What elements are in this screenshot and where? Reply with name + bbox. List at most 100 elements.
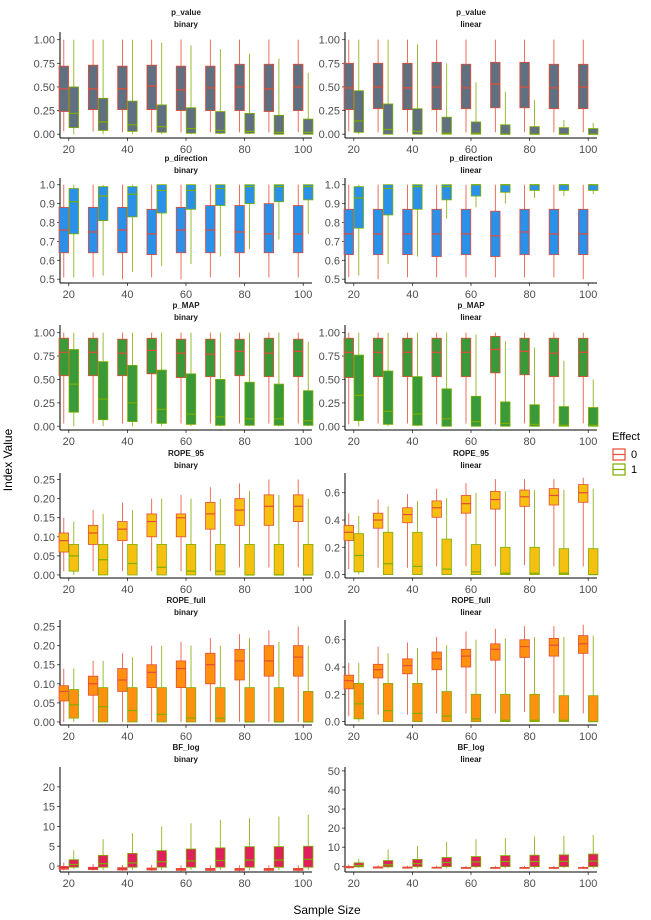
box-effect-1 bbox=[441, 63, 452, 135]
box-effect-0 bbox=[175, 39, 187, 133]
y-tick-label: 0.8 bbox=[325, 218, 340, 230]
legend-item-1: 1 bbox=[612, 463, 637, 476]
box-effect-1 bbox=[185, 332, 197, 427]
box-effect-0 bbox=[234, 184, 245, 278]
box-iqr bbox=[127, 852, 138, 868]
box-iqr bbox=[402, 507, 413, 524]
box-iqr bbox=[460, 495, 472, 514]
panel-index-title: BF_log bbox=[457, 743, 484, 752]
box-effect-1 bbox=[529, 347, 540, 427]
box-effect-1 bbox=[97, 39, 109, 135]
box-effect-1 bbox=[156, 498, 167, 576]
x-tick-label: 60 bbox=[465, 436, 477, 448]
box-effect-0 bbox=[490, 39, 501, 133]
panel-model-title: linear bbox=[460, 313, 481, 322]
box-iqr bbox=[97, 854, 109, 868]
y-tick-label: 50 bbox=[328, 766, 340, 778]
y-axis-title: Index Value bbox=[1, 428, 15, 491]
box-effect-1 bbox=[353, 515, 364, 575]
box-iqr bbox=[146, 337, 157, 375]
box-effect-1 bbox=[558, 637, 570, 722]
box-iqr bbox=[293, 205, 304, 254]
box-effect-0 bbox=[58, 39, 69, 132]
box-effect-1 bbox=[470, 184, 482, 208]
panel-model-title: binary bbox=[174, 608, 199, 617]
box-effect-0 bbox=[263, 39, 275, 133]
box-iqr bbox=[127, 364, 138, 422]
x-tick-label: 20 bbox=[63, 436, 75, 448]
box-effect-0 bbox=[343, 662, 354, 717]
box-effect-0 bbox=[87, 660, 99, 722]
box-effect-1 bbox=[382, 184, 394, 265]
y-tick-label: 0.05 bbox=[34, 698, 55, 710]
box-iqr bbox=[185, 544, 197, 576]
box-iqr bbox=[234, 498, 245, 526]
x-tick-label: 40 bbox=[121, 731, 133, 743]
box-iqr bbox=[490, 490, 501, 510]
box-iqr bbox=[343, 62, 354, 111]
box-effect-0 bbox=[460, 184, 472, 278]
box-effect-0 bbox=[490, 184, 501, 278]
box-effect-0 bbox=[146, 864, 157, 871]
x-tick-label: 100 bbox=[579, 289, 597, 301]
box-effect-0 bbox=[58, 862, 69, 871]
box-iqr bbox=[500, 401, 511, 427]
y-tick-label: 0.00 bbox=[319, 129, 340, 141]
box-iqr bbox=[244, 113, 255, 134]
box-effect-0 bbox=[234, 634, 245, 722]
x-tick-label: 100 bbox=[294, 144, 312, 156]
box-iqr bbox=[215, 184, 226, 206]
box-effect-1 bbox=[441, 498, 452, 575]
box-iqr bbox=[234, 205, 245, 254]
box-effect-1 bbox=[529, 184, 540, 198]
box-effect-0 bbox=[578, 332, 589, 424]
box-effect-0 bbox=[205, 39, 216, 133]
box-effect-1 bbox=[273, 184, 285, 240]
box-effect-1 bbox=[303, 814, 314, 871]
box-iqr bbox=[58, 685, 69, 702]
y-tick-label: 0.20 bbox=[34, 494, 55, 506]
box-effect-1 bbox=[500, 341, 511, 427]
box-iqr bbox=[97, 361, 109, 421]
box-iqr bbox=[156, 104, 167, 133]
box-effect-0 bbox=[372, 39, 384, 133]
y-tick-label: 0 bbox=[49, 861, 55, 873]
box-effect-1 bbox=[558, 835, 570, 869]
box-iqr bbox=[558, 184, 570, 191]
x-tick-label: 40 bbox=[121, 289, 133, 301]
box-effect-1 bbox=[244, 53, 255, 135]
box-iqr bbox=[234, 649, 245, 681]
x-axis-title: Sample Size bbox=[293, 903, 361, 917]
box-iqr bbox=[87, 64, 99, 111]
box-effect-0 bbox=[343, 332, 354, 425]
box-effect-0 bbox=[205, 332, 216, 424]
box-effect-0 bbox=[519, 626, 530, 713]
box-effect-1 bbox=[185, 645, 197, 723]
box-iqr bbox=[588, 128, 599, 135]
y-tick-label: 0.6 bbox=[325, 635, 340, 647]
box-effect-1 bbox=[529, 100, 540, 135]
box-iqr bbox=[578, 337, 589, 378]
box-effect-1 bbox=[412, 846, 423, 869]
box-iqr bbox=[156, 544, 167, 576]
box-iqr bbox=[205, 338, 216, 378]
box-effect-1 bbox=[215, 645, 226, 723]
panel-index-title: p_value bbox=[456, 8, 486, 17]
box-effect-1 bbox=[353, 332, 364, 427]
x-tick-label: 80 bbox=[238, 584, 250, 596]
box-iqr bbox=[175, 660, 187, 689]
box-effect-1 bbox=[441, 645, 452, 722]
box-effect-1 bbox=[412, 500, 423, 575]
box-effect-0 bbox=[372, 499, 384, 568]
box-effect-1 bbox=[303, 72, 314, 135]
box-effect-1 bbox=[500, 184, 511, 204]
y-tick-label: 0.0 bbox=[325, 717, 340, 729]
y-tick-label: 0.00 bbox=[34, 421, 55, 433]
box-effect-1 bbox=[215, 819, 226, 871]
box-iqr bbox=[500, 693, 511, 722]
box-iqr bbox=[588, 184, 599, 191]
box-effect-1 bbox=[185, 498, 197, 576]
box-iqr bbox=[353, 533, 364, 573]
box-iqr bbox=[353, 682, 364, 720]
